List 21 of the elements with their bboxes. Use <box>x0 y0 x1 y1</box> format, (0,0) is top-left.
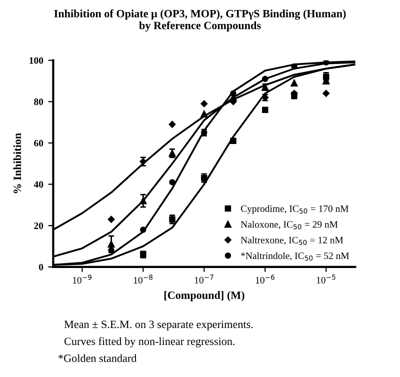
text: Curves fitted by non-linear regression. <box>64 337 235 348</box>
text: Mean ± S.E.M. on 3 separate experiments. <box>64 320 253 330</box>
y-tick-label: 20 <box>34 222 44 230</box>
legend-label: *Naltrindole, IC$_{50}$ = 52 nM <box>241 252 350 261</box>
chart-title: Inhibition of Opiate μ (OP3, MOP), GTPγS Binding (Human) by Reference Compounds <box>54 9 346 32</box>
legend-label: Naltrexone, IC$_{50}$ = 12 nM <box>240 236 344 245</box>
x-tick-label: 10$^{−6}$ <box>256 274 274 284</box>
y-tick-label: 60 <box>34 140 44 146</box>
y-tick-label: 100 <box>30 57 44 64</box>
x-tick-label: 10$^{−7}$ <box>194 274 214 284</box>
y-tick-label: 40 <box>34 181 44 188</box>
y-tick-label: 80 <box>34 98 44 106</box>
x-tick-label: 10$^{−9}$ <box>72 274 92 284</box>
y-tick-label: 0 <box>38 264 44 270</box>
text: *Golden standard <box>58 354 137 362</box>
x-tick-label: 10$^{−8}$ <box>134 274 152 284</box>
x-axis-title: [Compound] (M) <box>164 291 244 302</box>
legend-label: Naloxone, IC$_{50}$ = 29 nM <box>240 220 338 230</box>
x-tick-label: 10$^{−5}$ <box>316 274 336 284</box>
y-axis-title: % Inhibition <box>13 133 22 194</box>
legend-label: Cyprodime, IC$_{50}$ = 170 nM <box>240 205 348 214</box>
